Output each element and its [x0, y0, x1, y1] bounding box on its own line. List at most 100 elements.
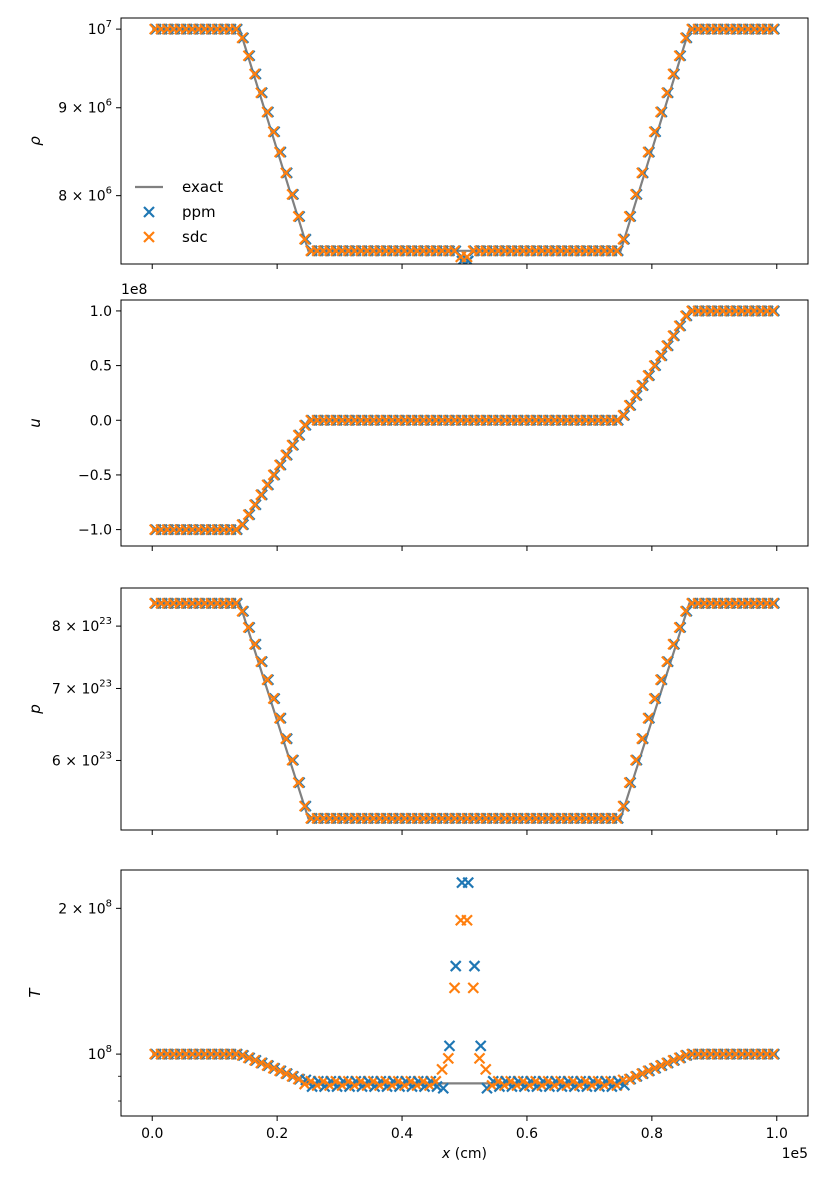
plot-area: [148, 305, 781, 536]
sdc-point: [654, 1059, 667, 1072]
y-tick-label: −0.5: [78, 468, 112, 484]
sdc-point: [248, 68, 261, 80]
exact-line: [152, 602, 777, 820]
panel-4: 2 × 108 108 T 0.0 0.2 0.4 0.6 0.8 1.0: [26, 869, 809, 1142]
y-tick-label: 6 × 1023: [52, 750, 112, 769]
axes-frame: [120, 587, 809, 831]
legend-ppm-swatch: [143, 206, 155, 218]
sdc-point: [286, 1070, 298, 1083]
sdc-point: [267, 469, 280, 481]
legend-sdc-swatch: [143, 231, 155, 243]
axes-frame: [120, 17, 809, 265]
sdc-point: [673, 1052, 686, 1064]
x-tick-label: 1.0: [766, 1126, 788, 1142]
panel-3: 8 × 1023 7 × 1023 6 × 1023 p: [26, 587, 809, 835]
sdc-point: [267, 692, 280, 705]
sdc-point: [298, 1078, 311, 1090]
sdc-point: [273, 146, 286, 158]
sdc-point: [292, 776, 305, 789]
sdc-point: [667, 638, 679, 651]
y-tick-label: 8 × 106: [58, 186, 112, 205]
legend: exact ppm sdc: [135, 178, 223, 246]
ppm-point: [449, 960, 462, 972]
sdc-point: [298, 800, 311, 812]
sdc-point: [461, 914, 473, 927]
y-axis-label: ρ: [26, 136, 44, 146]
sdc-point: [617, 800, 629, 812]
sdc-point: [654, 349, 667, 362]
sdc-point: [242, 1052, 255, 1064]
sdc-point: [286, 754, 298, 766]
sdc-point: [292, 210, 305, 223]
legend-label-sdc: sdc: [182, 228, 208, 246]
sdc-point: [473, 1052, 486, 1065]
x-tick-label: 0.8: [641, 1126, 663, 1142]
exact-line: [152, 309, 777, 531]
sdc-point: [248, 498, 261, 511]
sdc-point: [267, 125, 280, 138]
sdc-point: [629, 1070, 642, 1083]
x-tick-label: 0.4: [391, 1126, 413, 1142]
sdc-point: [298, 233, 311, 245]
sdc-point: [636, 732, 648, 745]
sdc-point: [467, 982, 480, 994]
sdc-point: [261, 479, 273, 491]
sdc-point: [767, 1048, 779, 1060]
legend-label-ppm: ppm: [182, 203, 216, 221]
sdc-point: [636, 167, 648, 179]
sdc-point: [242, 508, 255, 521]
sdc-point: [623, 399, 636, 412]
sdc-point: [661, 87, 673, 99]
sdc-point: [436, 1063, 448, 1076]
sdc-point: [248, 638, 261, 651]
y-tick-label: 8 × 1023: [52, 616, 112, 635]
sdc-point: [286, 188, 298, 201]
sdc-point: [617, 233, 629, 245]
y-tick-label: 9 × 106: [58, 98, 112, 117]
sdc-point: [667, 1054, 679, 1067]
sdc-point: [261, 673, 273, 686]
sdc-point: [267, 1062, 280, 1075]
sdc-point: [255, 1057, 267, 1069]
exact-line: [152, 28, 777, 252]
y-tick-label: 7 × 1023: [52, 678, 112, 697]
sdc-point: [673, 621, 686, 634]
sdc-point: [280, 732, 292, 745]
sdc-point: [261, 1059, 273, 1072]
y-axis-label: p: [26, 704, 44, 715]
x-tick-label: 0.2: [266, 1126, 288, 1142]
sdc-point: [479, 1063, 492, 1076]
sdc-point: [617, 409, 629, 422]
sdc-point: [642, 1065, 654, 1077]
y-tick-label: −1.0: [78, 523, 112, 539]
sdc-point: [642, 369, 654, 382]
sdc-point: [654, 673, 667, 686]
plot-area: [148, 23, 781, 264]
axes-frame: [120, 869, 809, 1117]
sdc-point: [236, 32, 248, 44]
ppm-point: [437, 1082, 450, 1095]
sdc-point: [611, 812, 623, 825]
ppm-point: [462, 876, 475, 889]
sdc-point: [280, 1067, 292, 1080]
sdc-point: [654, 106, 667, 118]
sdc-point: [629, 389, 642, 402]
sdc-point: [236, 1049, 248, 1062]
sdc-point: [280, 449, 292, 461]
sdc-point: [629, 188, 642, 201]
x-axis-label: x (cm): [441, 1146, 487, 1162]
sdc-point: [236, 518, 248, 531]
axes-frame: [120, 299, 809, 547]
sdc-point: [623, 1073, 636, 1085]
sdc-point: [286, 439, 298, 451]
ppm-point: [474, 1040, 487, 1052]
sdc-point: [273, 1065, 286, 1077]
sdc-point: [642, 146, 654, 158]
panel-2: 1.0 0.5 0.0 −0.5 −1.0 u 1e8: [26, 282, 809, 551]
y-tick-label: 107: [88, 19, 112, 38]
sdc-point: [636, 379, 648, 392]
y-tick-label: 0.5: [90, 359, 112, 375]
sdc-point: [642, 712, 654, 724]
x-tick-label: 0.6: [516, 1126, 538, 1142]
